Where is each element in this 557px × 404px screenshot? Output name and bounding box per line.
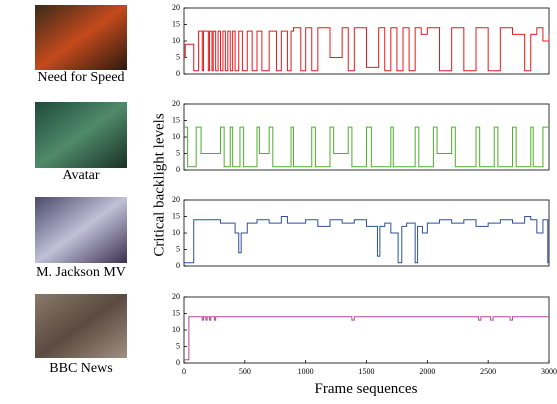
y-tick-label: 10 (172, 36, 180, 45)
data-line (184, 316, 549, 361)
caption: M. Jackson MV (36, 265, 126, 280)
data-line (184, 216, 549, 264)
y-tick-label: 15 (172, 115, 180, 124)
x-tick-label: 500 (239, 367, 251, 376)
caption: BBC News (49, 361, 112, 376)
y-tick-label: 10 (172, 228, 180, 237)
y-tick-label: 15 (172, 308, 180, 317)
x-tick-label: 2000 (419, 367, 435, 376)
y-tick-label: 10 (172, 325, 180, 334)
y-tick-label: 5 (176, 244, 180, 253)
y-tick-label: 20 (172, 99, 180, 108)
y-tick-label: 0 (176, 165, 180, 174)
plot-frame (183, 296, 550, 364)
caption: Avatar (62, 168, 99, 183)
y-tick-label: 0 (176, 358, 180, 367)
y-tick-label: 15 (172, 211, 180, 220)
data-line (184, 126, 549, 168)
thumbnail (35, 5, 127, 70)
x-tick-label: 1500 (359, 367, 375, 376)
data-line (184, 27, 550, 72)
y-tick-label: 5 (176, 148, 180, 157)
x-tick-label: 3000 (541, 367, 557, 376)
y-tick-label: 20 (172, 292, 180, 301)
thumbnail (35, 197, 127, 263)
thumbnail (35, 102, 127, 168)
y-axis-label: Critical backlight levels (151, 113, 167, 256)
y-tick-label: 0 (176, 69, 180, 78)
y-tick-label: 15 (172, 19, 180, 28)
y-tick-label: 20 (172, 195, 180, 204)
y-tick-label: 5 (176, 341, 180, 350)
thumbnail (35, 294, 127, 358)
x-tick-label: 0 (182, 367, 186, 376)
x-tick-label: 1000 (298, 367, 314, 376)
y-tick-label: 10 (172, 132, 180, 141)
x-tick-label: 2500 (480, 367, 496, 376)
y-tick-label: 5 (176, 52, 180, 61)
caption: Need for Speed (37, 70, 124, 85)
y-tick-label: 20 (172, 3, 180, 12)
x-axis-label: Frame sequences (315, 381, 418, 397)
y-tick-label: 0 (176, 261, 180, 270)
